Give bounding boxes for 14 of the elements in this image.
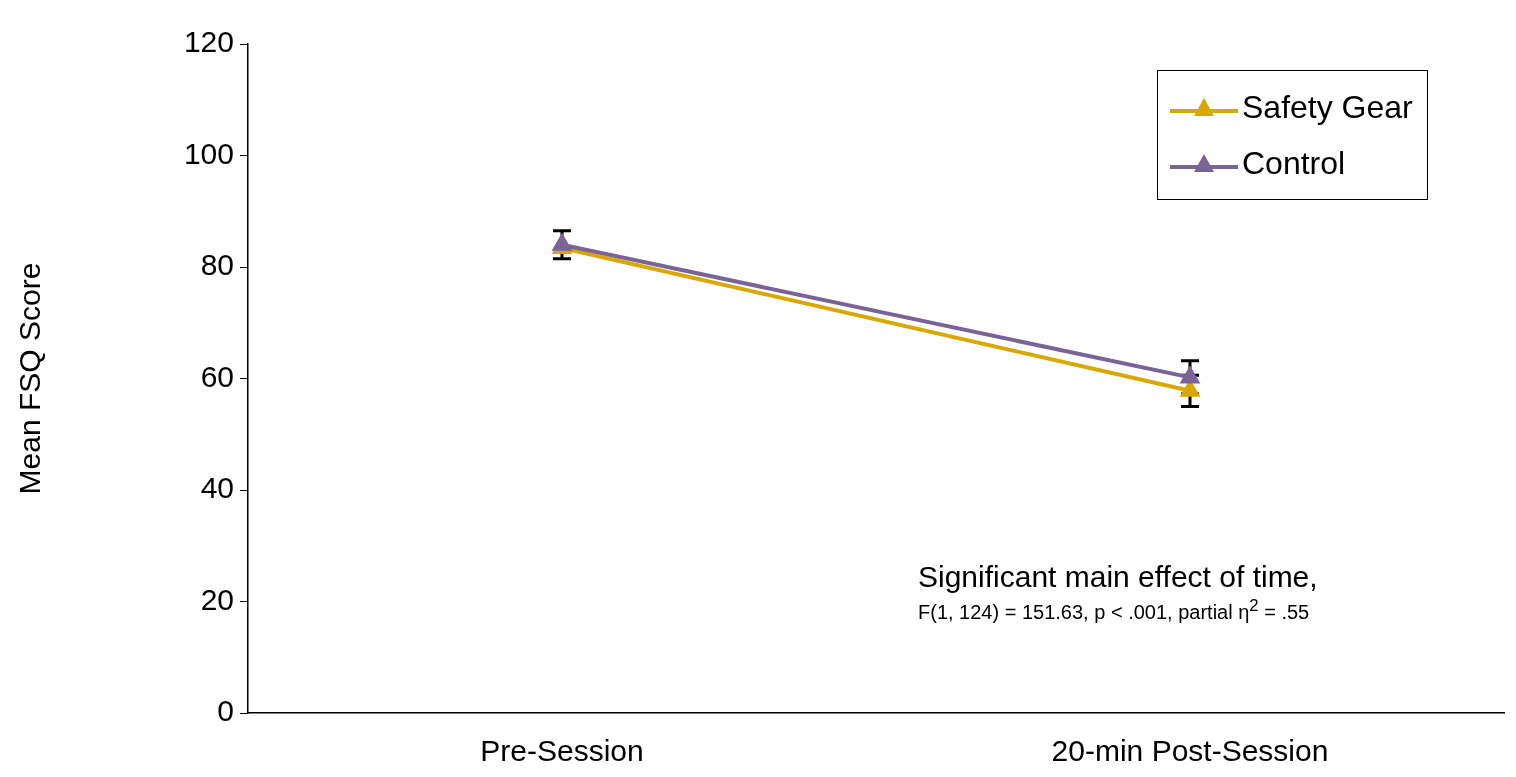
y-tick-label: 80 [200, 248, 234, 282]
y-tick-label: 0 [217, 694, 234, 728]
legend-label: Safety Gear [1242, 88, 1413, 126]
y-tick-label: 60 [200, 359, 234, 393]
annotation: F(1, 124) = 151.63, p < .001, partial η$^{2}$ = .55 [918, 596, 1311, 624]
y-tick-label: 40 [200, 471, 234, 505]
y-tick-label: 120 [183, 25, 234, 59]
y-axis-title: Mean FSQ Score [13, 262, 47, 495]
x-tick-label: 20-min Post-Session [1051, 734, 1329, 768]
y-tick-label: 20 [200, 582, 234, 616]
legend-label: Control [1242, 144, 1346, 182]
y-tick-label: 100 [183, 136, 234, 170]
annotation: Significant main effect of time, [918, 560, 1318, 594]
x-tick-label: Pre-Session [480, 734, 644, 768]
